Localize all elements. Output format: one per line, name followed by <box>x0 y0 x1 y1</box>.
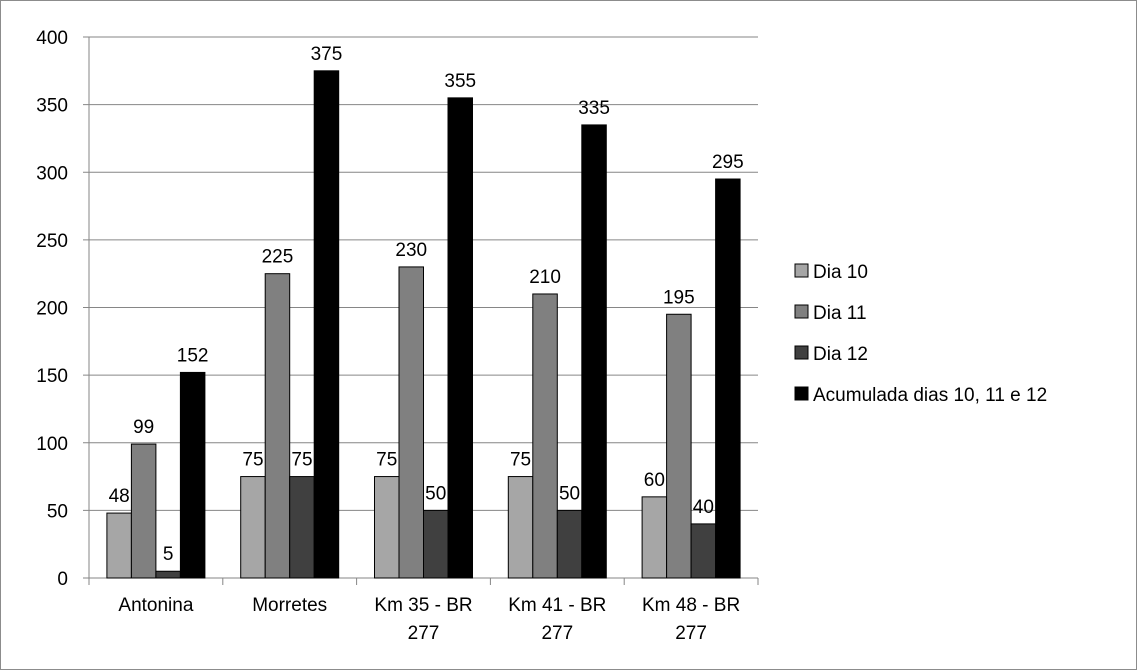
data-label: 375 <box>311 44 343 65</box>
legend-label: Dia 11 <box>813 303 867 324</box>
data-label: 75 <box>510 450 531 471</box>
legend-swatch <box>794 304 809 319</box>
bar-dia-11 <box>130 443 157 579</box>
legend-label: Dia 10 <box>813 262 868 283</box>
x-tick-label-line: Antonina <box>118 595 193 616</box>
bars <box>106 70 741 579</box>
data-label: 195 <box>663 287 695 308</box>
x-tick-label: Morretes <box>252 595 327 616</box>
x-tick-label-line: Morretes <box>252 595 327 616</box>
y-tick-label: 400 <box>36 28 68 49</box>
x-tick-label-line: Km 41 - BR <box>508 595 606 616</box>
legend: Dia 10 Dia 11 Dia 12 Acumulada dias 10, 11 … <box>794 262 1047 406</box>
bar-dia-10 <box>240 476 266 579</box>
x-tick-label-line: 277 <box>541 623 573 644</box>
y-tick-label: 300 <box>36 163 68 184</box>
bar-dia-11 <box>666 313 692 579</box>
data-label: 210 <box>529 267 561 288</box>
x-tick-label-line: 277 <box>675 623 707 644</box>
data-label: 75 <box>376 450 397 471</box>
data-label: 50 <box>559 483 580 504</box>
bar-acumulada-dias-10-11-e-12 <box>715 178 741 579</box>
axes: 0 50 100 150 200 250 300 350 400 Antonina Morretes… <box>36 28 759 644</box>
bar-acumulada-dias-10-11-e-12 <box>313 70 340 579</box>
y-tick-label: 50 <box>47 501 68 522</box>
bar-acumulada-dias-10-11-e-12 <box>179 371 206 579</box>
legend-label: Acumulada dias 10, 11 e 12 <box>813 385 1047 406</box>
data-label: 152 <box>177 345 209 366</box>
bar-dia-12 <box>690 523 717 579</box>
data-labels: 48 99 5 152 75 225 75 375 75 230 50 355 75 210 50 335 60… <box>109 44 744 565</box>
bar-dia-12 <box>289 476 315 579</box>
data-label: 40 <box>693 497 714 518</box>
bar-acumulada-dias-10-11-e-12 <box>447 97 473 579</box>
bar-dia-12 <box>423 509 449 579</box>
legend-label: Dia 12 <box>813 344 868 365</box>
bar-dia-12 <box>556 509 583 579</box>
x-tick-label: Km 35 - BR 277 <box>374 595 472 644</box>
bar-dia-11 <box>532 293 558 579</box>
y-tick-label: 100 <box>36 434 68 455</box>
y-tick-label: 0 <box>57 569 68 590</box>
x-tick-label: Antonina <box>118 595 193 616</box>
data-label: 75 <box>242 450 263 471</box>
legend-swatch <box>794 345 809 360</box>
data-label: 99 <box>133 417 154 438</box>
bar-dia-11 <box>264 273 291 579</box>
bar-dia-12 <box>155 570 181 579</box>
data-label: 355 <box>444 71 476 92</box>
data-label: 60 <box>644 470 665 491</box>
x-tick-label-line: Km 48 - BR <box>642 595 740 616</box>
bar-dia-11 <box>398 266 424 579</box>
x-tick-label: Km 48 - BR 277 <box>642 595 740 644</box>
bar-dia-10 <box>374 476 400 579</box>
legend-swatch <box>794 386 809 401</box>
y-tick-label: 150 <box>36 366 68 387</box>
x-tick-label-line: 277 <box>408 623 440 644</box>
data-label: 5 <box>163 544 174 565</box>
legend-swatch <box>794 263 809 278</box>
y-tick-label: 250 <box>36 231 68 252</box>
bar-dia-10 <box>507 476 534 579</box>
data-label: 230 <box>395 240 427 261</box>
data-label: 225 <box>262 247 294 268</box>
bar-dia-10 <box>641 496 668 579</box>
data-label: 295 <box>712 152 744 173</box>
data-label: 335 <box>578 98 610 119</box>
data-label: 50 <box>425 483 446 504</box>
y-tick-label: 350 <box>36 96 68 117</box>
data-label: 48 <box>109 486 130 507</box>
bar-dia-10 <box>106 512 132 579</box>
x-tick-label-line: Km 35 - BR <box>374 595 472 616</box>
y-tick-label: 200 <box>36 299 68 320</box>
data-label: 75 <box>291 450 312 471</box>
x-tick-label: Km 41 - BR 277 <box>508 595 606 644</box>
bar-acumulada-dias-10-11-e-12 <box>581 124 607 579</box>
